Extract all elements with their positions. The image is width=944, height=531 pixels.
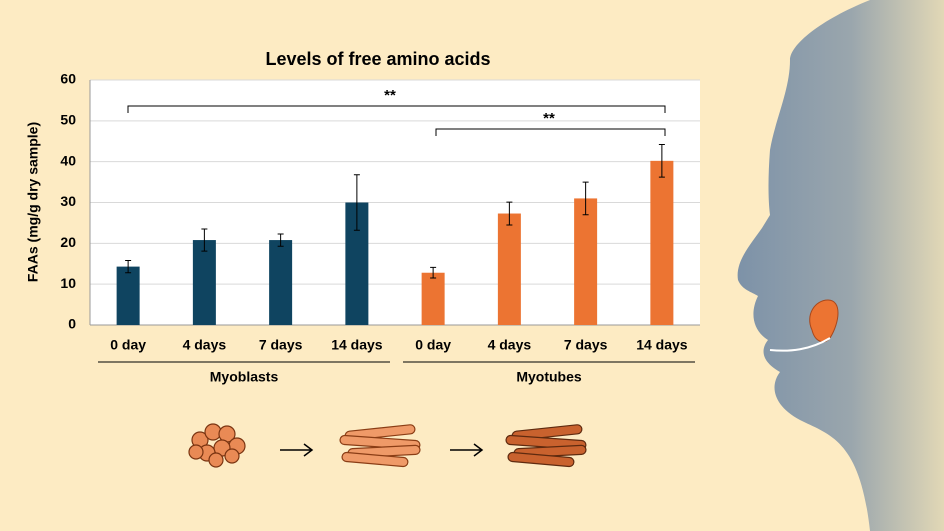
y-tick-label: 20: [60, 234, 76, 250]
chart-title: Levels of free amino acids: [265, 49, 490, 69]
error-bar: [353, 174, 360, 231]
error-bar: [658, 144, 665, 178]
group-label: Myoblasts: [210, 369, 279, 385]
y-tick-label: 10: [60, 275, 76, 291]
bar: [192, 240, 216, 325]
bar: [650, 160, 674, 325]
arrow: [280, 443, 484, 457]
bar: [421, 272, 445, 325]
error-bar: [582, 181, 589, 216]
bar: [345, 202, 369, 325]
bracket: [435, 128, 666, 136]
y-tick-label: 0: [68, 316, 76, 332]
error-bar: [125, 259, 132, 274]
x-tick-label: 14 days: [331, 337, 383, 353]
face-silhouette: [737, 0, 944, 531]
bar: [269, 240, 293, 325]
error-bar: [506, 201, 513, 226]
x-tick-label: 0 day: [415, 337, 451, 353]
x-tick-label: 7 days: [259, 337, 303, 353]
y-tick-label: 50: [60, 112, 76, 128]
bar: [574, 198, 598, 325]
mouth-line: [769, 337, 831, 352]
bracket: [127, 105, 666, 113]
x-tick-label: 0 day: [110, 337, 146, 353]
error-bar: [277, 233, 284, 247]
bar: [497, 213, 521, 325]
x-tick-label: 4 days: [488, 337, 532, 353]
x-tick-label: 7 days: [564, 337, 608, 353]
y-tick-label: 30: [60, 193, 76, 209]
group-label: Myotubes: [516, 369, 582, 385]
y-tick-label: 40: [60, 152, 76, 168]
x-tick-label: 14 days: [636, 337, 688, 353]
cell-cluster: [188, 423, 246, 468]
error-bar: [430, 266, 437, 279]
y-axis-label: FAAs (mg/g dry sample): [25, 122, 41, 282]
significance: **: [384, 87, 396, 104]
myotubes-light: [339, 424, 421, 468]
y-tick-label: 60: [60, 71, 76, 87]
x-tick-label: 4 days: [183, 337, 227, 353]
tongue: [809, 299, 839, 343]
error-bar: [201, 228, 208, 252]
myotubes-dark: [505, 424, 587, 468]
bar: [116, 266, 140, 325]
significance: **: [543, 110, 555, 127]
